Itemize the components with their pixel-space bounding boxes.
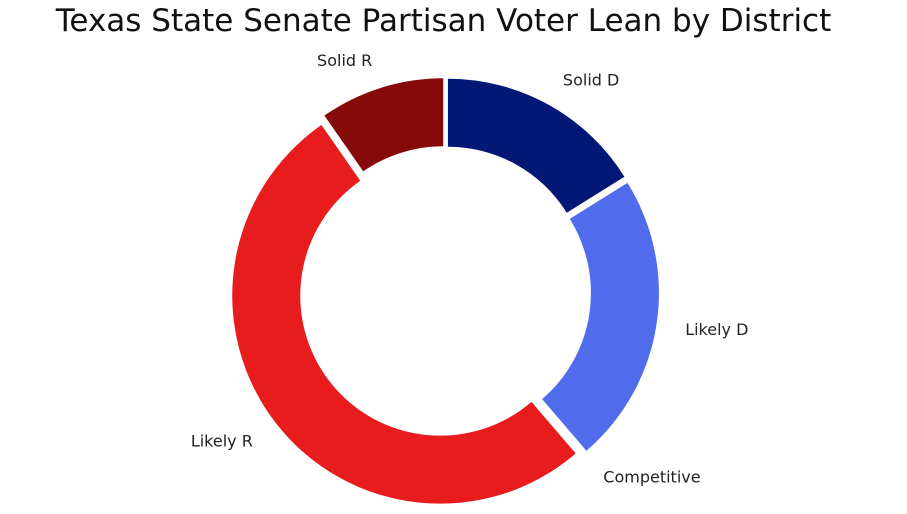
slice-label-solid-d: Solid D <box>563 71 619 90</box>
slice-label-competitive: Competitive <box>603 467 700 486</box>
slice-label-likely-r: Likely R <box>191 432 253 451</box>
chart-title: Texas State Senate Partisan Voter Lean b… <box>55 3 832 39</box>
slice-label-solid-r: Solid R <box>317 51 372 70</box>
slice-likely-d <box>542 182 659 451</box>
slice-likely-r <box>232 124 576 504</box>
slice-solid-d <box>447 78 625 213</box>
slice-solid-r <box>324 78 444 172</box>
slice-label-likely-d: Likely D <box>685 320 748 339</box>
